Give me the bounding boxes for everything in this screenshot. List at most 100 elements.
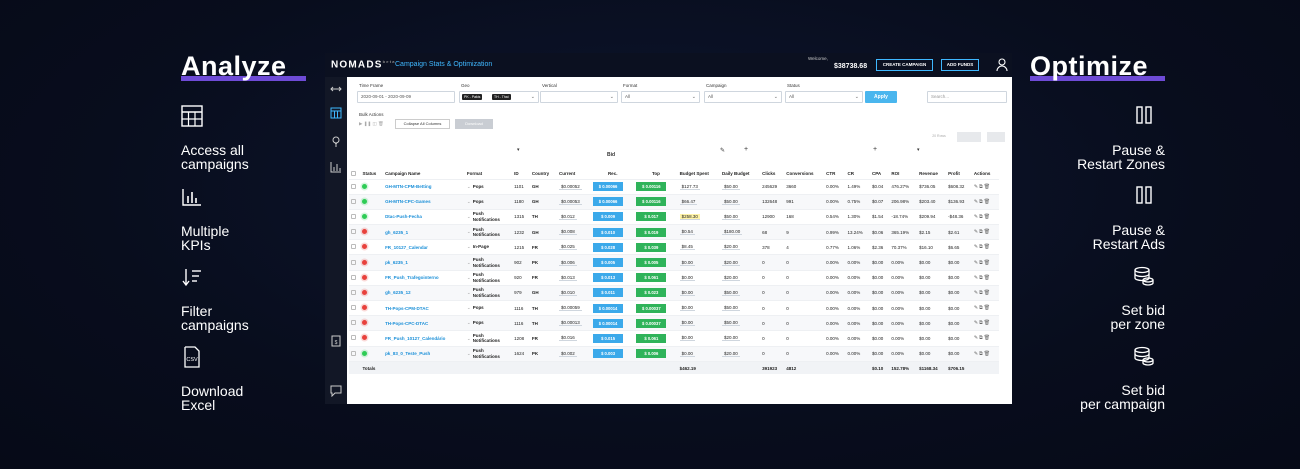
trash-icon[interactable]: 🗑 [983,320,992,327]
copy-icon[interactable]: ⧉ [979,213,984,220]
header-profit[interactable]: Profit [948,171,960,177]
trash-icon[interactable]: 🗑 [983,244,992,251]
edit-icon[interactable]: ✎ [720,148,726,154]
chevron-down-icon[interactable]: ⌄ [466,214,471,220]
edit-icon[interactable]: ✎ [973,183,980,190]
top-bid-button[interactable]: $ 0.023 [636,288,667,298]
rec-bid-button[interactable]: $ 0.010 [593,227,624,237]
trash-icon[interactable]: 🗑 [983,350,992,357]
row-checkbox[interactable] [351,289,356,295]
copy-icon[interactable]: ⧉ [979,335,984,342]
campaign-name-link[interactable]: TH-Pops-CPM-DTAC [385,305,429,311]
trash-icon[interactable]: 🗑 [983,198,992,205]
edit-icon[interactable]: ✎ [973,335,980,342]
row-checkbox[interactable] [351,213,356,219]
top-bid-button[interactable]: $ 0.005 [636,258,667,268]
rec-bid-button[interactable]: $ 0.011 [593,288,624,298]
chevron-down-icon[interactable]: ⌄ [466,183,471,189]
copy-icon[interactable]: ⧉ [979,274,984,281]
header-roi[interactable]: ROI [891,171,900,177]
status-toggle[interactable] [362,335,368,341]
current-bid-input[interactable]: $0.008 [558,229,577,236]
expand-arrows-icon[interactable] [330,83,342,95]
status-toggle[interactable] [362,289,368,295]
row-checkbox[interactable] [351,274,356,280]
header-cr[interactable]: CR [847,171,854,177]
rec-bid-button[interactable]: $ 0.003 [593,349,624,359]
daily-budget-input[interactable]: $50.00 [721,183,740,190]
select-all-checkbox[interactable] [351,170,356,176]
lightbulb-icon[interactable] [330,135,342,147]
campaign-name-link[interactable]: Dtac-Push-Fecha [385,214,422,220]
header-conversions[interactable]: Conversions [786,171,814,177]
edit-icon[interactable]: ✎ [973,259,980,266]
status-toggle[interactable] [362,244,368,250]
status-toggle[interactable] [362,350,368,356]
vertical-select[interactable]: ⌄ [540,91,618,103]
edit-icon[interactable]: ✎ [973,350,980,357]
current-bid-input[interactable]: $0.00059 [558,305,582,312]
format-select[interactable]: All ⌄ [621,91,700,103]
current-bid-input[interactable]: $0.025 [558,244,577,251]
top-bid-button[interactable]: $ 0.00116 [636,182,667,192]
header-top[interactable]: Top [652,171,660,177]
next-page-button[interactable] [987,132,1005,142]
edit-icon[interactable]: ✎ [973,244,980,251]
chevron-down-icon[interactable]: ⌄ [466,198,471,204]
rec-bid-button[interactable]: $ 0.009 [593,212,624,222]
daily-budget-input[interactable]: $50.00 [721,198,740,205]
campaign-name-link[interactable]: FR_10127_Calendar [385,244,428,250]
daily-budget-input[interactable]: $180.00 [721,229,743,236]
top-bid-button[interactable]: $ 0.017 [636,212,667,222]
rec-bid-button[interactable]: $ 0.00066 [593,197,624,207]
plus-icon[interactable]: + [873,146,878,153]
current-bid-input[interactable]: $0.00052 [558,183,582,190]
trash-icon[interactable]: 🗑 [983,274,992,281]
campaign-name-link[interactable]: GH-MTN-CPC-Games [385,199,431,205]
rec-bid-button[interactable]: $ 0.00014 [593,303,624,313]
header-current[interactable]: Current [558,171,576,177]
campaign-name-link[interactable]: GH-MTN-CPM-Betting [385,184,432,190]
edit-icon[interactable]: ✎ [973,320,980,327]
current-bid-input[interactable]: $0.012 [558,213,577,220]
campaign-name-link[interactable]: FR_Push_10127_Calendário [385,335,446,341]
top-bid-button[interactable]: $ 0.00037 [636,318,667,328]
add-funds-button[interactable]: ADD FUNDS [941,59,979,71]
header-budget-spent[interactable]: Budget Spent [679,171,709,177]
prev-page-button[interactable] [957,132,981,142]
campaign-name-link[interactable]: pk_83_0_Teste_Push [385,351,431,357]
row-checkbox[interactable] [351,350,356,356]
plus-icon[interactable]: + [744,146,749,153]
copy-icon[interactable]: ⧉ [979,244,984,251]
nomads-logo[interactable]: NOMADSbeta [331,59,396,71]
campaign-select[interactable]: All ⌄ [704,91,782,103]
campaign-name-link[interactable]: pk_6235_1 [385,260,408,266]
chat-icon[interactable] [330,385,342,397]
daily-budget-input[interactable]: $50.00 [721,213,740,220]
bulk-action-icons[interactable]: ▶ ❚❚ ◫ 🗑 [359,121,384,126]
geo-select[interactable]: PK - Pakis TH - Thai ⌄ [459,91,539,103]
top-bid-button[interactable]: $ 0.00037 [636,303,667,313]
trash-icon[interactable]: 🗑 [983,229,992,236]
status-toggle[interactable] [362,198,368,204]
trash-icon[interactable]: 🗑 [983,305,992,312]
daily-budget-input[interactable]: $20.00 [721,335,740,342]
geo-chip[interactable]: TH - Thai [492,94,511,100]
rec-bid-button[interactable]: $ 0.013 [593,273,624,283]
copy-icon[interactable]: ⧉ [979,305,984,312]
stats-icon[interactable] [330,161,342,173]
trash-icon[interactable]: 🗑 [983,289,992,296]
top-bid-button[interactable]: $ 0.006 [636,349,667,359]
status-toggle[interactable] [362,259,368,265]
edit-icon[interactable]: ✎ [973,274,980,281]
current-bid-input[interactable]: $0.002 [558,350,577,357]
rec-bid-button[interactable]: $ 0.00014 [593,318,624,328]
top-bid-button[interactable]: $ 0.00116 [636,197,667,207]
edit-icon[interactable]: ✎ [973,229,980,236]
header-rec[interactable]: Rec. [607,171,618,177]
chevron-down-icon[interactable]: ⌄ [466,290,471,296]
row-checkbox[interactable] [351,259,356,265]
row-checkbox[interactable] [351,335,356,341]
copy-icon[interactable]: ⧉ [979,350,984,357]
top-bid-button[interactable]: $ 0.019 [636,227,667,237]
